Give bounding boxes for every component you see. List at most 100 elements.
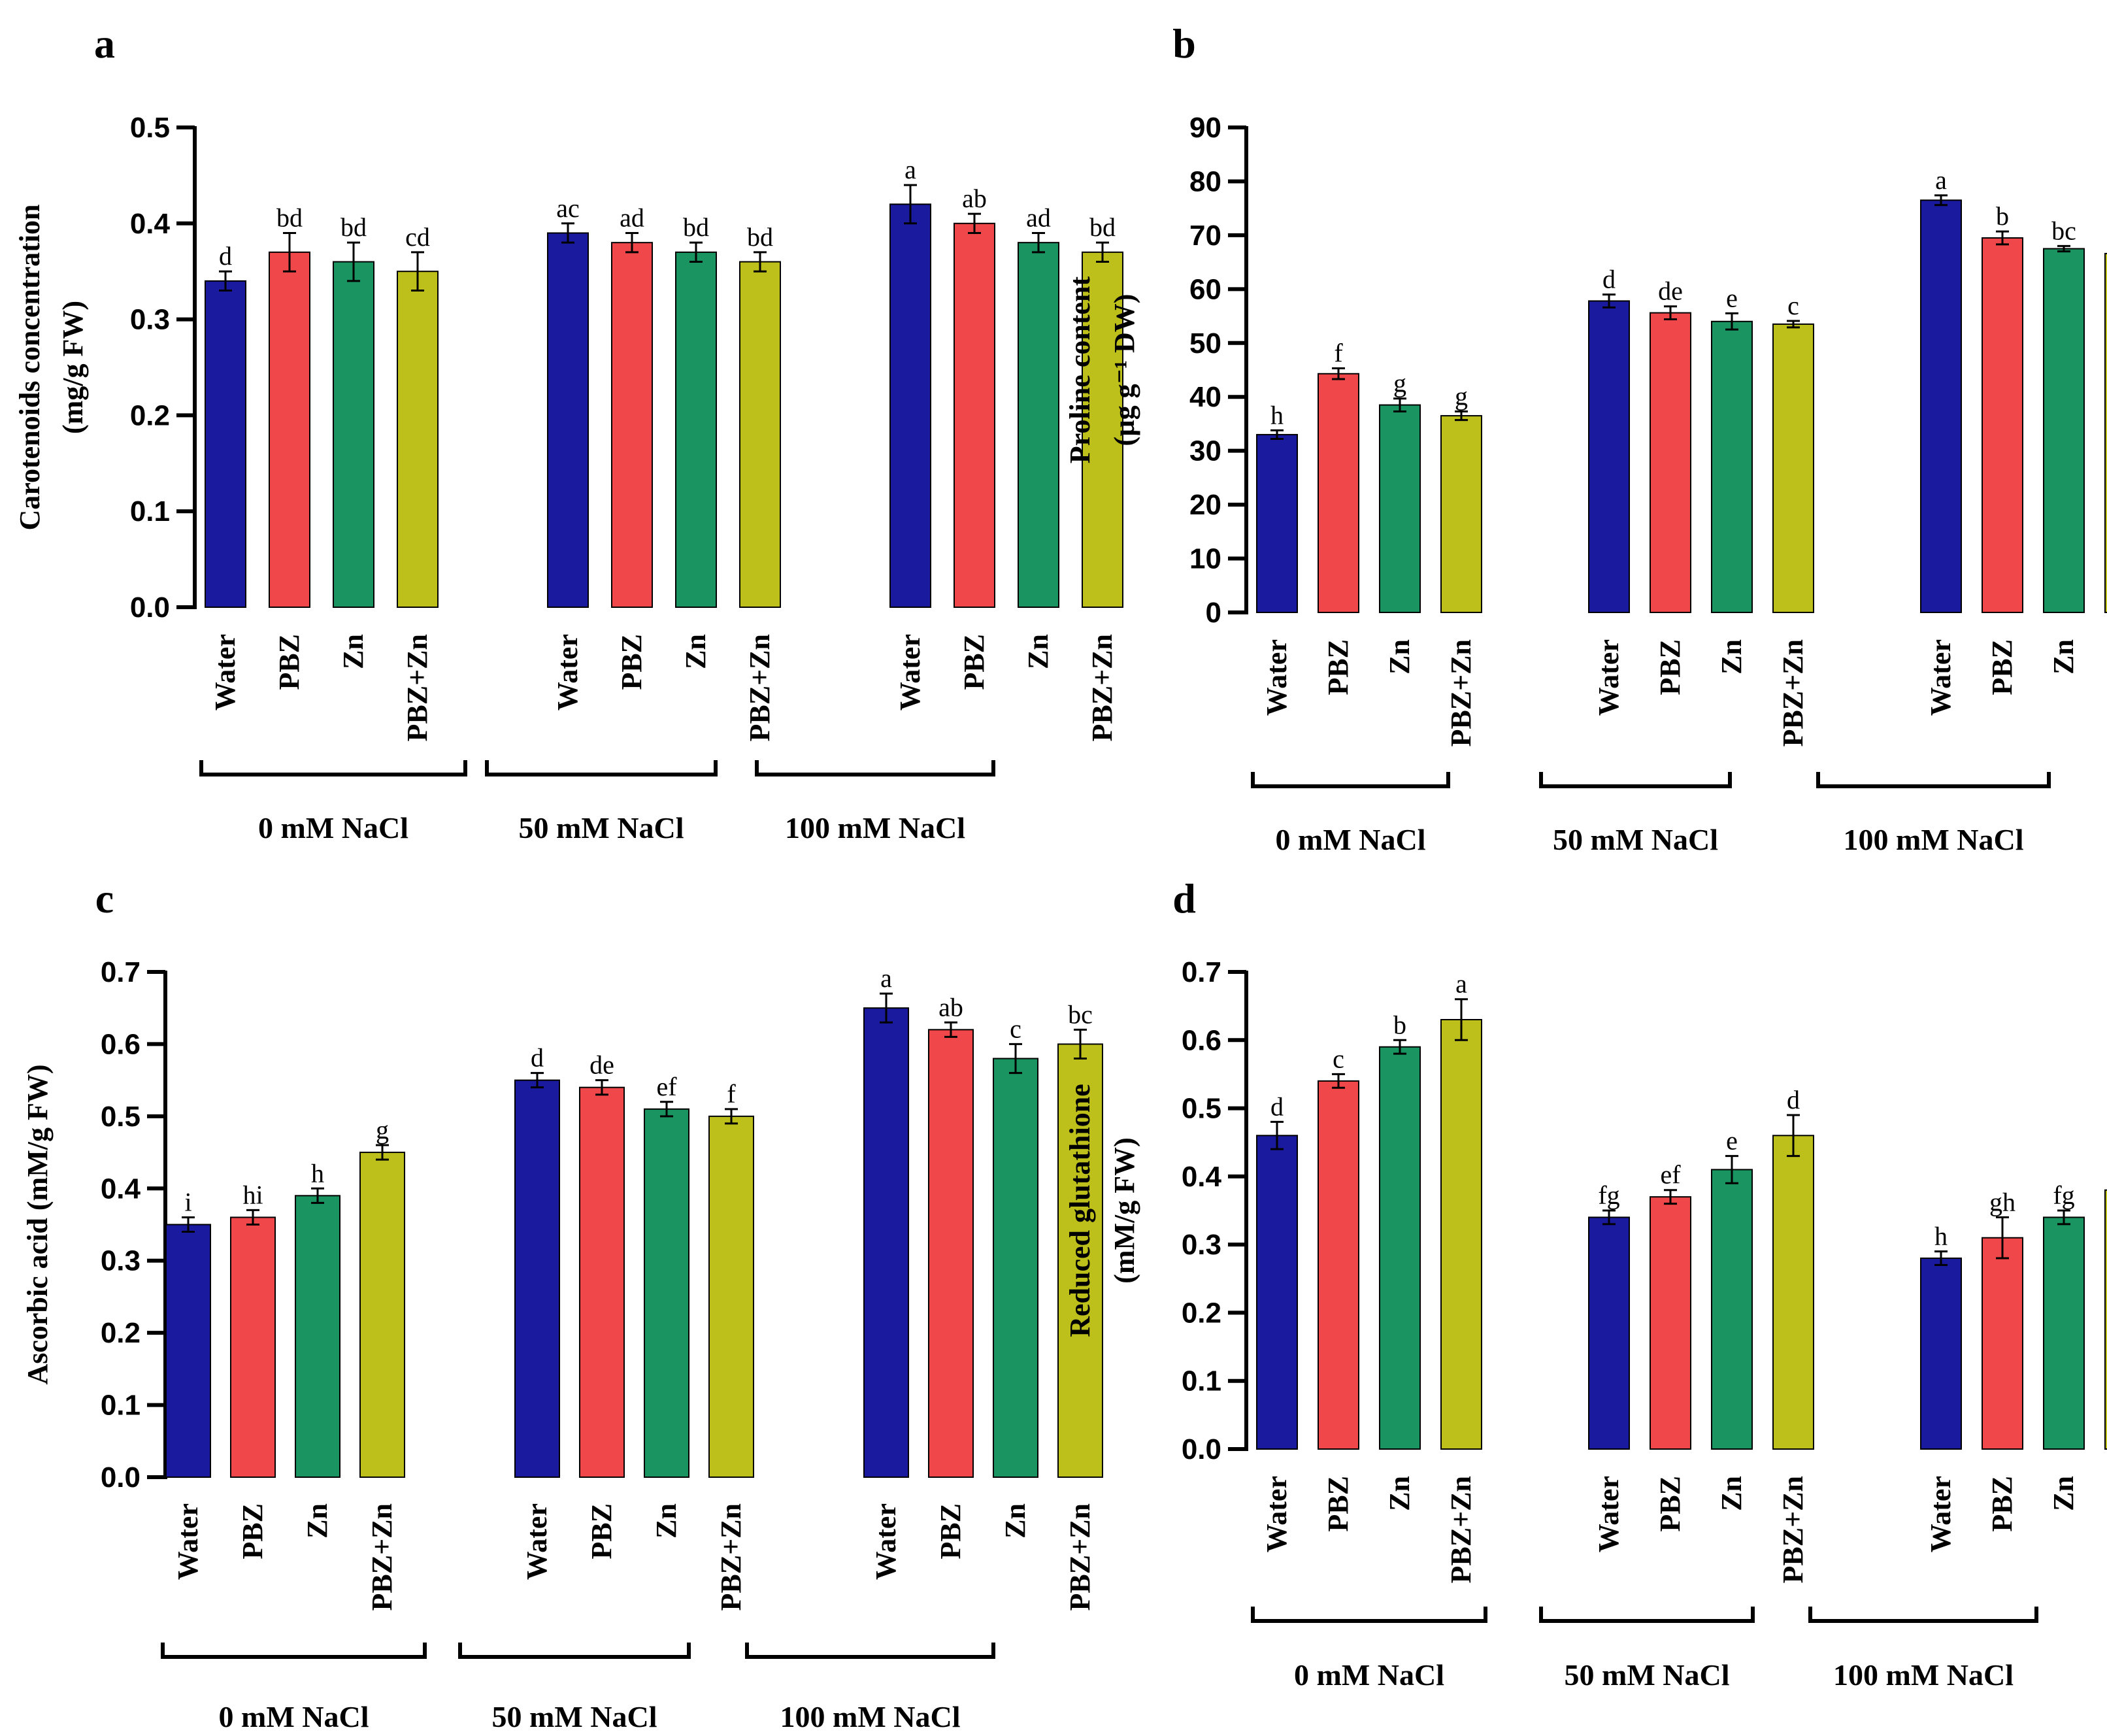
- significance-letter: g: [1455, 381, 1468, 410]
- y-tick-label: 40: [1189, 381, 1221, 413]
- y-axis-title: Proline content: [1064, 276, 1096, 463]
- significance-letter: gh: [1989, 1187, 2016, 1216]
- y-tick-label: 80: [1189, 165, 1221, 197]
- bar: [359, 1152, 405, 1478]
- panel-letter: c: [95, 875, 114, 922]
- significance-letter: ab: [938, 992, 963, 1022]
- significance-letter: ab: [962, 184, 987, 213]
- y-tick-label: 0.4: [101, 1173, 141, 1205]
- y-tick-label: 50: [1189, 327, 1221, 359]
- panel-letter: a: [94, 20, 115, 67]
- x-category-label: Water: [552, 634, 584, 710]
- x-category-label: Zn: [999, 1503, 1031, 1539]
- x-category-label: Water: [1261, 1476, 1293, 1552]
- bar: [863, 1007, 909, 1478]
- panel-b: b 0 10 20 30 40 50 60 70 80 90 Proline content (µg g…: [1064, 20, 2107, 856]
- error-bar: [1393, 1039, 1406, 1055]
- y-tick-label: 0.0: [130, 592, 170, 624]
- y-tick-label: 0.4: [1182, 1161, 1222, 1193]
- y-tick-label: 70: [1189, 220, 1221, 252]
- error-bar: [1664, 305, 1677, 321]
- group-bracket: [1251, 772, 1450, 788]
- x-category-label: Water: [521, 1503, 553, 1580]
- bar: [1318, 1080, 1359, 1450]
- significance-letter: ef: [656, 1072, 677, 1101]
- x-category-label: Water: [209, 634, 241, 710]
- bar: [1711, 320, 1753, 613]
- error-bar: [904, 184, 917, 225]
- significance-letter: bd: [276, 203, 303, 232]
- x-category-label: Water: [1925, 1476, 1957, 1552]
- panel-letter: b: [1172, 20, 1196, 67]
- bar: [165, 1224, 211, 1478]
- panel-letter: d: [1172, 875, 1196, 922]
- significance-letter: f: [727, 1079, 736, 1109]
- group-label: 100 mM NaCl: [785, 811, 965, 844]
- significance-letter: bd: [747, 222, 773, 252]
- bar: [1440, 415, 1482, 613]
- group-label: 0 mM NaCl: [258, 811, 408, 844]
- y-tick-label: 0.0: [1182, 1433, 1221, 1465]
- bar: [1379, 1046, 1421, 1450]
- error-bar: [1725, 1155, 1738, 1184]
- bar: [2104, 252, 2107, 614]
- group-bracket: [199, 760, 467, 776]
- x-category-label: Zn: [650, 1503, 682, 1539]
- significance-letter: h: [1270, 400, 1284, 429]
- bar: [1082, 251, 1123, 608]
- x-category-label: PBZ: [1986, 1476, 2018, 1532]
- bar: [1982, 1237, 2023, 1450]
- error-bar: [660, 1101, 673, 1118]
- bar: [993, 1058, 1038, 1478]
- y-tick-label: 0.1: [101, 1390, 141, 1422]
- bar: [1018, 242, 1059, 609]
- x-category-label: Water: [1593, 1476, 1625, 1552]
- x-category-label: PBZ: [1654, 1476, 1686, 1532]
- significance-letter: i: [184, 1187, 191, 1216]
- error-bar: [1725, 312, 1738, 331]
- group-label: 100 mM NaCl: [780, 1700, 961, 1733]
- x-category-label: Zn: [1716, 639, 1748, 675]
- y-tick-label: 0.3: [1182, 1229, 1221, 1261]
- group-bracket: [1539, 772, 1732, 788]
- significance-letter: bd: [340, 212, 367, 242]
- bar: [547, 232, 589, 609]
- group-label: 50 mM NaCl: [1553, 823, 1718, 856]
- significance-letter: a: [880, 963, 892, 993]
- significance-letter: de: [1658, 276, 1683, 306]
- y-tick-label: 0.6: [101, 1028, 141, 1060]
- x-category-label: PBZ: [237, 1503, 269, 1560]
- significance-letter: ad: [1026, 203, 1051, 232]
- bar: [1318, 373, 1359, 613]
- error-bar: [1332, 367, 1345, 380]
- error-bar: [880, 992, 893, 1024]
- group-label: 50 mM NaCl: [519, 811, 684, 844]
- group-label: 100 mM NaCl: [1833, 1658, 2014, 1692]
- bar: [1982, 237, 2023, 613]
- significance-letter: c: [1333, 1044, 1344, 1073]
- y-tick-label: 20: [1189, 489, 1221, 521]
- group-bracket: [1816, 772, 2051, 788]
- error-bar: [1455, 410, 1468, 422]
- significance-letter: bd: [1089, 212, 1116, 242]
- significance-letter: bc: [1068, 999, 1093, 1029]
- error-bar: [625, 231, 639, 254]
- y-axis-title: Carotenoids concentration: [14, 204, 46, 530]
- error-bar: [1332, 1073, 1345, 1089]
- bar: [1920, 1258, 1962, 1450]
- y-tick-label: 0.2: [130, 399, 170, 431]
- y-tick-label: 0.6: [1182, 1024, 1221, 1056]
- y-tick-label: 30: [1189, 435, 1221, 467]
- y-axis-title: Reduced glutathione: [1064, 1084, 1096, 1337]
- error-bar: [1270, 429, 1284, 441]
- x-category-label: PBZ: [935, 1503, 967, 1560]
- significance-letter: a: [1935, 165, 1947, 195]
- error-bar: [411, 251, 424, 292]
- bar: [1379, 404, 1421, 613]
- x-category-label: Zn: [2048, 1476, 2080, 1511]
- y-tick-label: 0.1: [1182, 1365, 1221, 1397]
- error-bar: [1787, 1114, 1800, 1158]
- significance-letter: hi: [242, 1180, 263, 1209]
- error-bar: [1996, 1216, 2009, 1260]
- error-bar: [1602, 293, 1616, 309]
